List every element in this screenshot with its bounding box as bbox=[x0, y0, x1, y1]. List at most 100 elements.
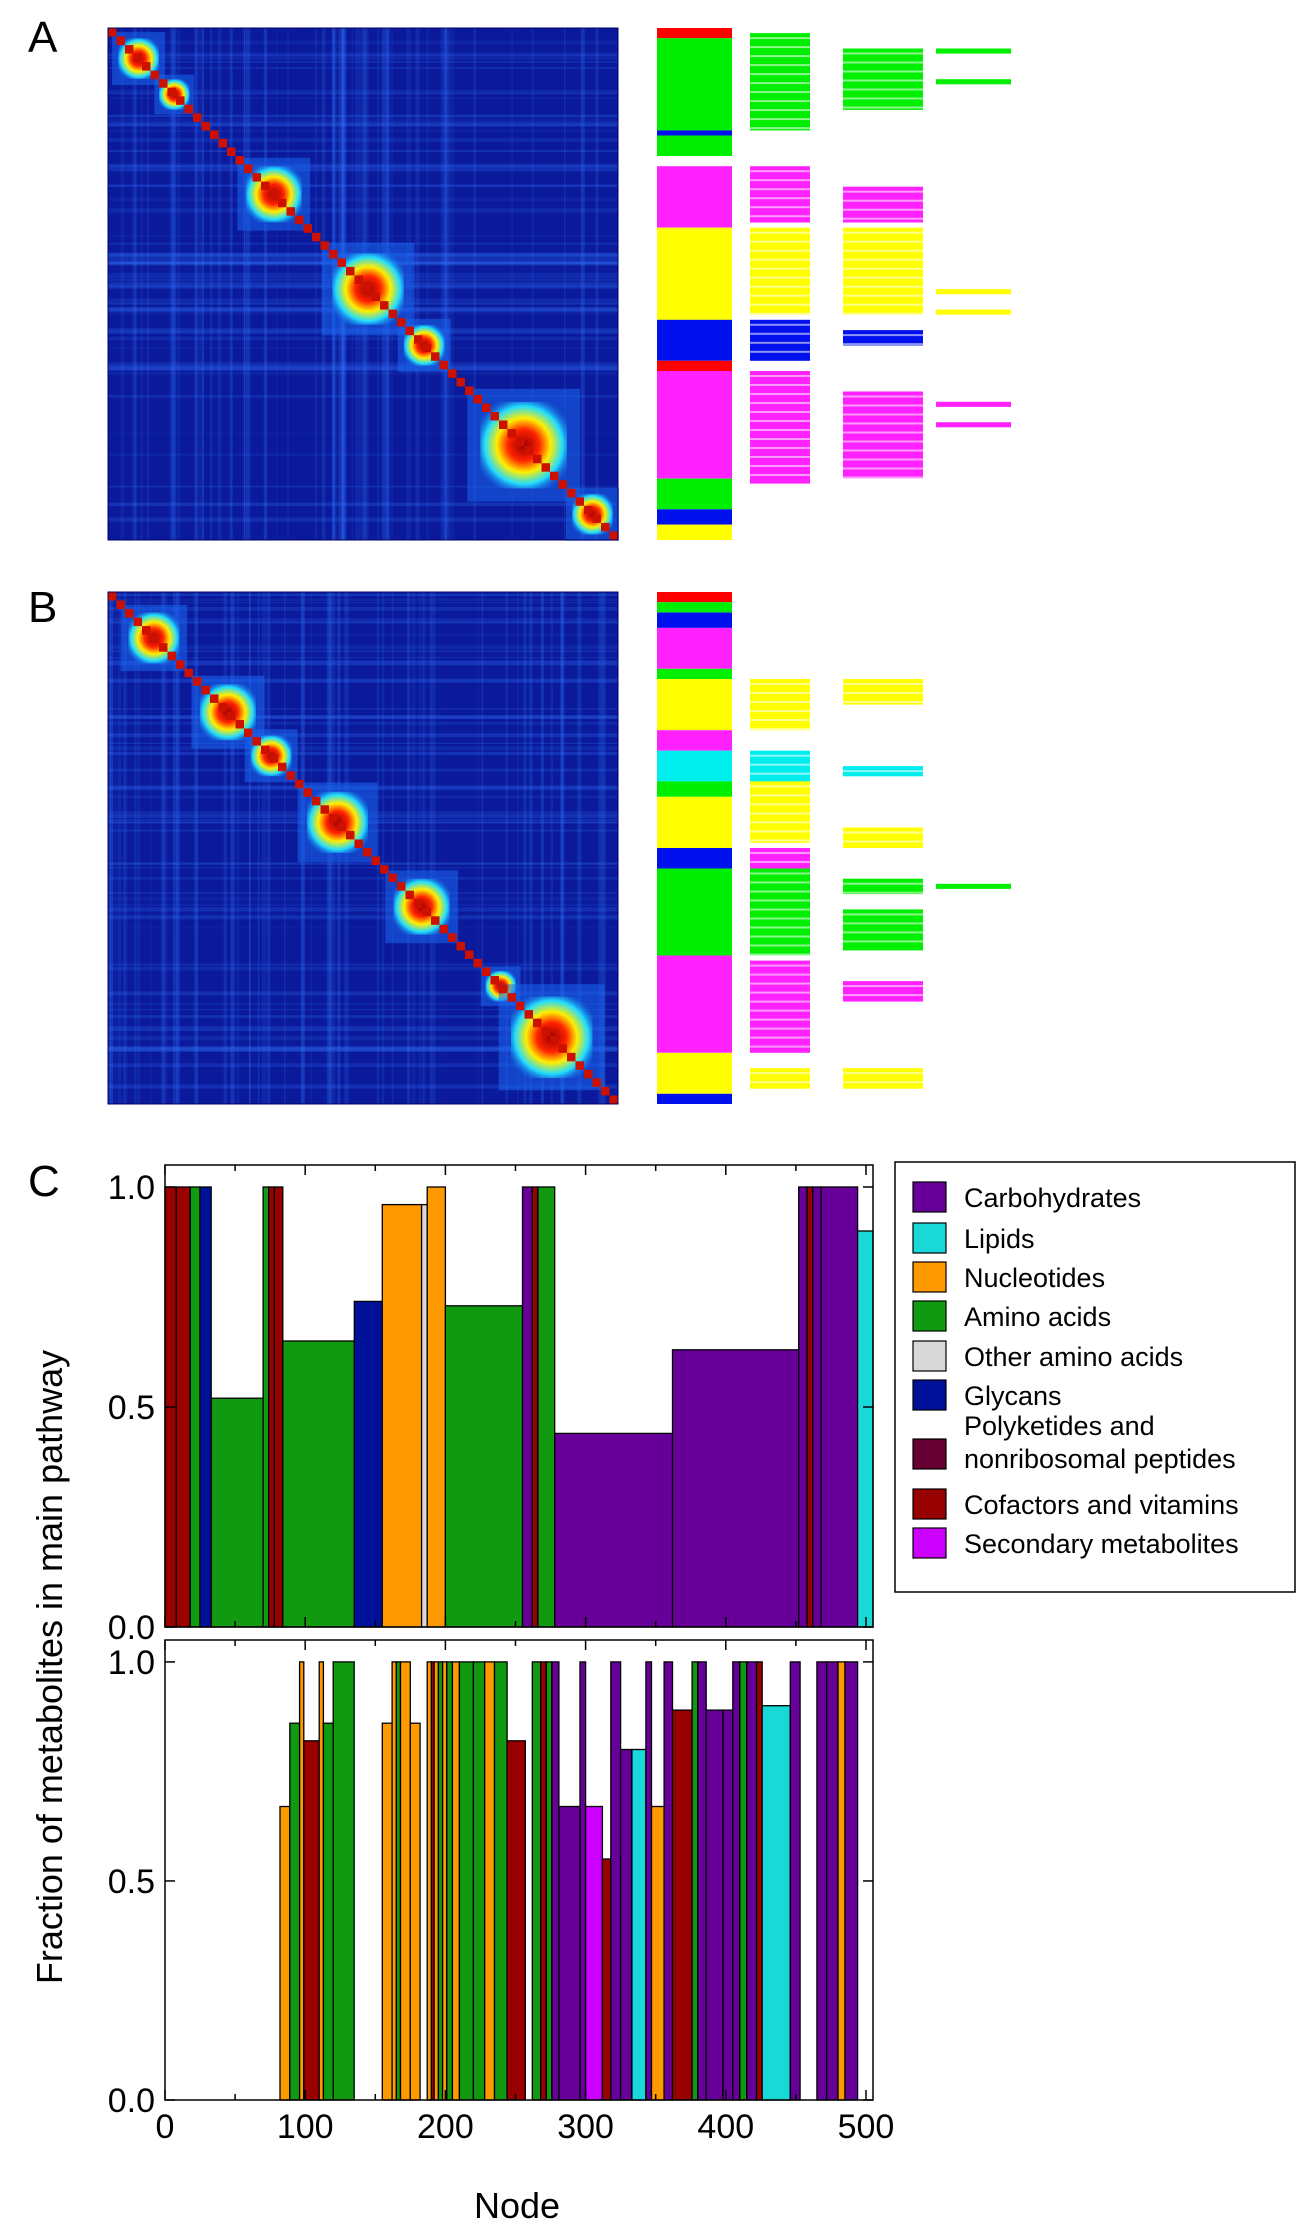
heatmap-streak bbox=[108, 184, 618, 187]
heatmap-streak bbox=[314, 28, 318, 540]
heatmap-streak bbox=[108, 1086, 618, 1089]
legend-label: Glycans bbox=[964, 1381, 1062, 1411]
bar bbox=[837, 1661, 846, 2101]
bar bbox=[521, 1186, 533, 1628]
cluster-band-stripe bbox=[750, 1072, 810, 1075]
bar bbox=[289, 1722, 301, 2101]
bar bbox=[451, 1661, 461, 2101]
cluster-band-stripe bbox=[843, 395, 923, 398]
cluster-band-stripe bbox=[750, 973, 810, 976]
bar bbox=[420, 1203, 428, 1628]
heatmap-streak bbox=[108, 657, 618, 659]
cluster-band-stripe bbox=[843, 404, 923, 407]
heatmap-streak bbox=[108, 336, 618, 341]
cluster-band bbox=[657, 319, 732, 361]
legend-swatch bbox=[912, 1488, 947, 1520]
cluster-band bbox=[750, 1068, 810, 1089]
cluster-band bbox=[657, 360, 732, 371]
heatmap-streak bbox=[424, 592, 426, 1104]
cluster-band-stripe bbox=[843, 413, 923, 416]
heatmap-streak bbox=[108, 660, 618, 666]
legend-label: Other amino acids bbox=[964, 1342, 1183, 1372]
bar bbox=[444, 1305, 524, 1628]
cluster-band bbox=[843, 679, 923, 705]
heatmap-streak bbox=[108, 963, 618, 967]
cluster-band-stripe bbox=[750, 285, 810, 288]
cluster-band bbox=[843, 48, 923, 110]
cluster-band-stripe bbox=[750, 881, 810, 884]
cluster-band-stripe bbox=[843, 467, 923, 470]
cluster-band bbox=[750, 781, 810, 843]
heatmap-streak bbox=[377, 592, 379, 1104]
cluster-band-stripe bbox=[750, 215, 810, 218]
heatmap-streak bbox=[120, 28, 125, 540]
heatmap-streak bbox=[419, 592, 421, 1104]
heatmap-diagonal-cell bbox=[210, 694, 219, 703]
cluster-band-stripe bbox=[750, 267, 810, 270]
heatmap-diagonal-cell bbox=[286, 207, 295, 216]
heatmap-diagonal-cell bbox=[363, 848, 372, 857]
cluster-band bbox=[843, 878, 923, 895]
heatmap-diagonal-cell bbox=[592, 1078, 601, 1087]
heatmap-streak bbox=[473, 28, 476, 540]
heatmap-diagonal-cell bbox=[567, 488, 576, 498]
bar bbox=[531, 1661, 542, 2101]
bar bbox=[732, 1661, 741, 2101]
heatmap-diagonal-cell bbox=[516, 437, 525, 447]
bar bbox=[381, 1722, 393, 2101]
heatmap-diagonal-cell bbox=[541, 463, 550, 472]
cluster-band-stripe bbox=[843, 913, 923, 916]
cluster-band-stripe bbox=[750, 37, 810, 40]
heatmap-streak bbox=[108, 907, 618, 912]
cluster-band-stripe bbox=[843, 831, 923, 834]
heatmap-streak bbox=[108, 115, 618, 118]
bar bbox=[282, 1340, 355, 1628]
cluster-band-stripe bbox=[843, 994, 923, 997]
cluster-band bbox=[657, 592, 732, 603]
heatmap-diagonal-cell bbox=[346, 266, 355, 276]
heatmap-streak bbox=[108, 1084, 618, 1087]
heatmap-streak bbox=[108, 517, 618, 521]
heatmap-streak bbox=[108, 646, 618, 649]
heatmap-streak bbox=[431, 592, 436, 1104]
heatmap-streak bbox=[108, 1046, 618, 1051]
heatmap-streak bbox=[108, 138, 618, 143]
heatmap-diagonal-cell bbox=[405, 326, 414, 336]
cluster-band-stripe bbox=[843, 440, 923, 443]
x-tick-label: 500 bbox=[838, 2108, 895, 2146]
heatmap-diagonal-cell bbox=[567, 1052, 576, 1062]
bar bbox=[537, 1186, 556, 1628]
heatmap-diagonal-cell bbox=[456, 377, 465, 387]
cluster-band-stripe bbox=[750, 375, 810, 377]
heatmap-streak bbox=[108, 742, 618, 744]
heatmap-streak bbox=[108, 123, 618, 127]
cluster-band bbox=[657, 868, 732, 956]
bar bbox=[484, 1661, 496, 2101]
heatmap-diagonal-cell bbox=[167, 87, 176, 97]
legend-swatch bbox=[912, 1340, 947, 1372]
heatmap-streak bbox=[108, 1002, 618, 1005]
bar bbox=[446, 1661, 454, 2101]
cluster-band-stripe bbox=[750, 127, 810, 130]
legend-label: Polyketides and bbox=[964, 1411, 1155, 1441]
legend-swatch bbox=[912, 1181, 947, 1213]
cluster-band-stripe bbox=[843, 208, 923, 211]
heatmap-streak bbox=[108, 660, 618, 665]
bar bbox=[789, 1661, 801, 2101]
heatmap-streak bbox=[108, 601, 618, 604]
y-tick-label: 0.0 bbox=[108, 2082, 155, 2120]
heatmap-streak bbox=[108, 1048, 618, 1052]
heatmap-diagonal-cell bbox=[108, 592, 117, 601]
heatmap-streak bbox=[108, 679, 618, 683]
cluster-band-stripe bbox=[843, 249, 923, 252]
heatmap-streak bbox=[391, 592, 394, 1104]
heatmap-streak bbox=[562, 592, 565, 1104]
cluster-band-stripe bbox=[750, 728, 810, 730]
heatmap-streak bbox=[108, 130, 618, 132]
cluster-bands-a bbox=[657, 28, 1011, 540]
cluster-band bbox=[657, 668, 732, 679]
heatmap-streak bbox=[108, 644, 618, 647]
cluster-band bbox=[936, 48, 1011, 54]
cluster-band-stripe bbox=[750, 393, 810, 395]
